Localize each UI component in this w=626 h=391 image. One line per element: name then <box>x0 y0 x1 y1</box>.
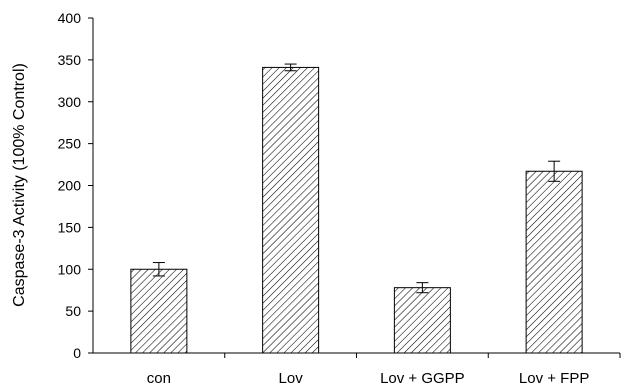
y-tick-label: 300 <box>58 94 82 110</box>
bars <box>130 66 583 354</box>
y-tick-label: 100 <box>58 261 82 277</box>
x-category-label: con <box>147 370 171 387</box>
y-tick-label: 250 <box>58 136 82 152</box>
x-category-label: Lov <box>279 370 304 387</box>
y-tick-label: 50 <box>65 303 81 319</box>
error-bars <box>152 63 561 294</box>
bar-lov-fpp <box>525 170 583 354</box>
bar-con <box>130 268 188 354</box>
x-category-label: Lov + FPP <box>519 370 589 387</box>
y-tick-label: 400 <box>58 10 82 26</box>
error-bar <box>416 282 429 294</box>
x-category-label: Lov + GGPP <box>380 370 465 387</box>
y-ticks: 0 50 100 150 200 250 300 350 400 <box>58 10 93 361</box>
y-tick-label: 0 <box>73 345 81 361</box>
bar-lov <box>262 66 320 354</box>
error-bar <box>152 262 165 277</box>
y-axis-label: Caspase-3 Activity (100% Control) <box>11 63 28 307</box>
x-labels: con Lov Lov + GGPP Lov + FPP <box>147 370 590 387</box>
y-tick-label: 350 <box>58 52 82 68</box>
y-tick-label: 200 <box>58 178 82 194</box>
error-bar <box>548 160 561 182</box>
bar-lov-ggpp <box>393 287 451 354</box>
y-tick-label: 150 <box>58 219 82 235</box>
error-bar <box>284 63 297 72</box>
